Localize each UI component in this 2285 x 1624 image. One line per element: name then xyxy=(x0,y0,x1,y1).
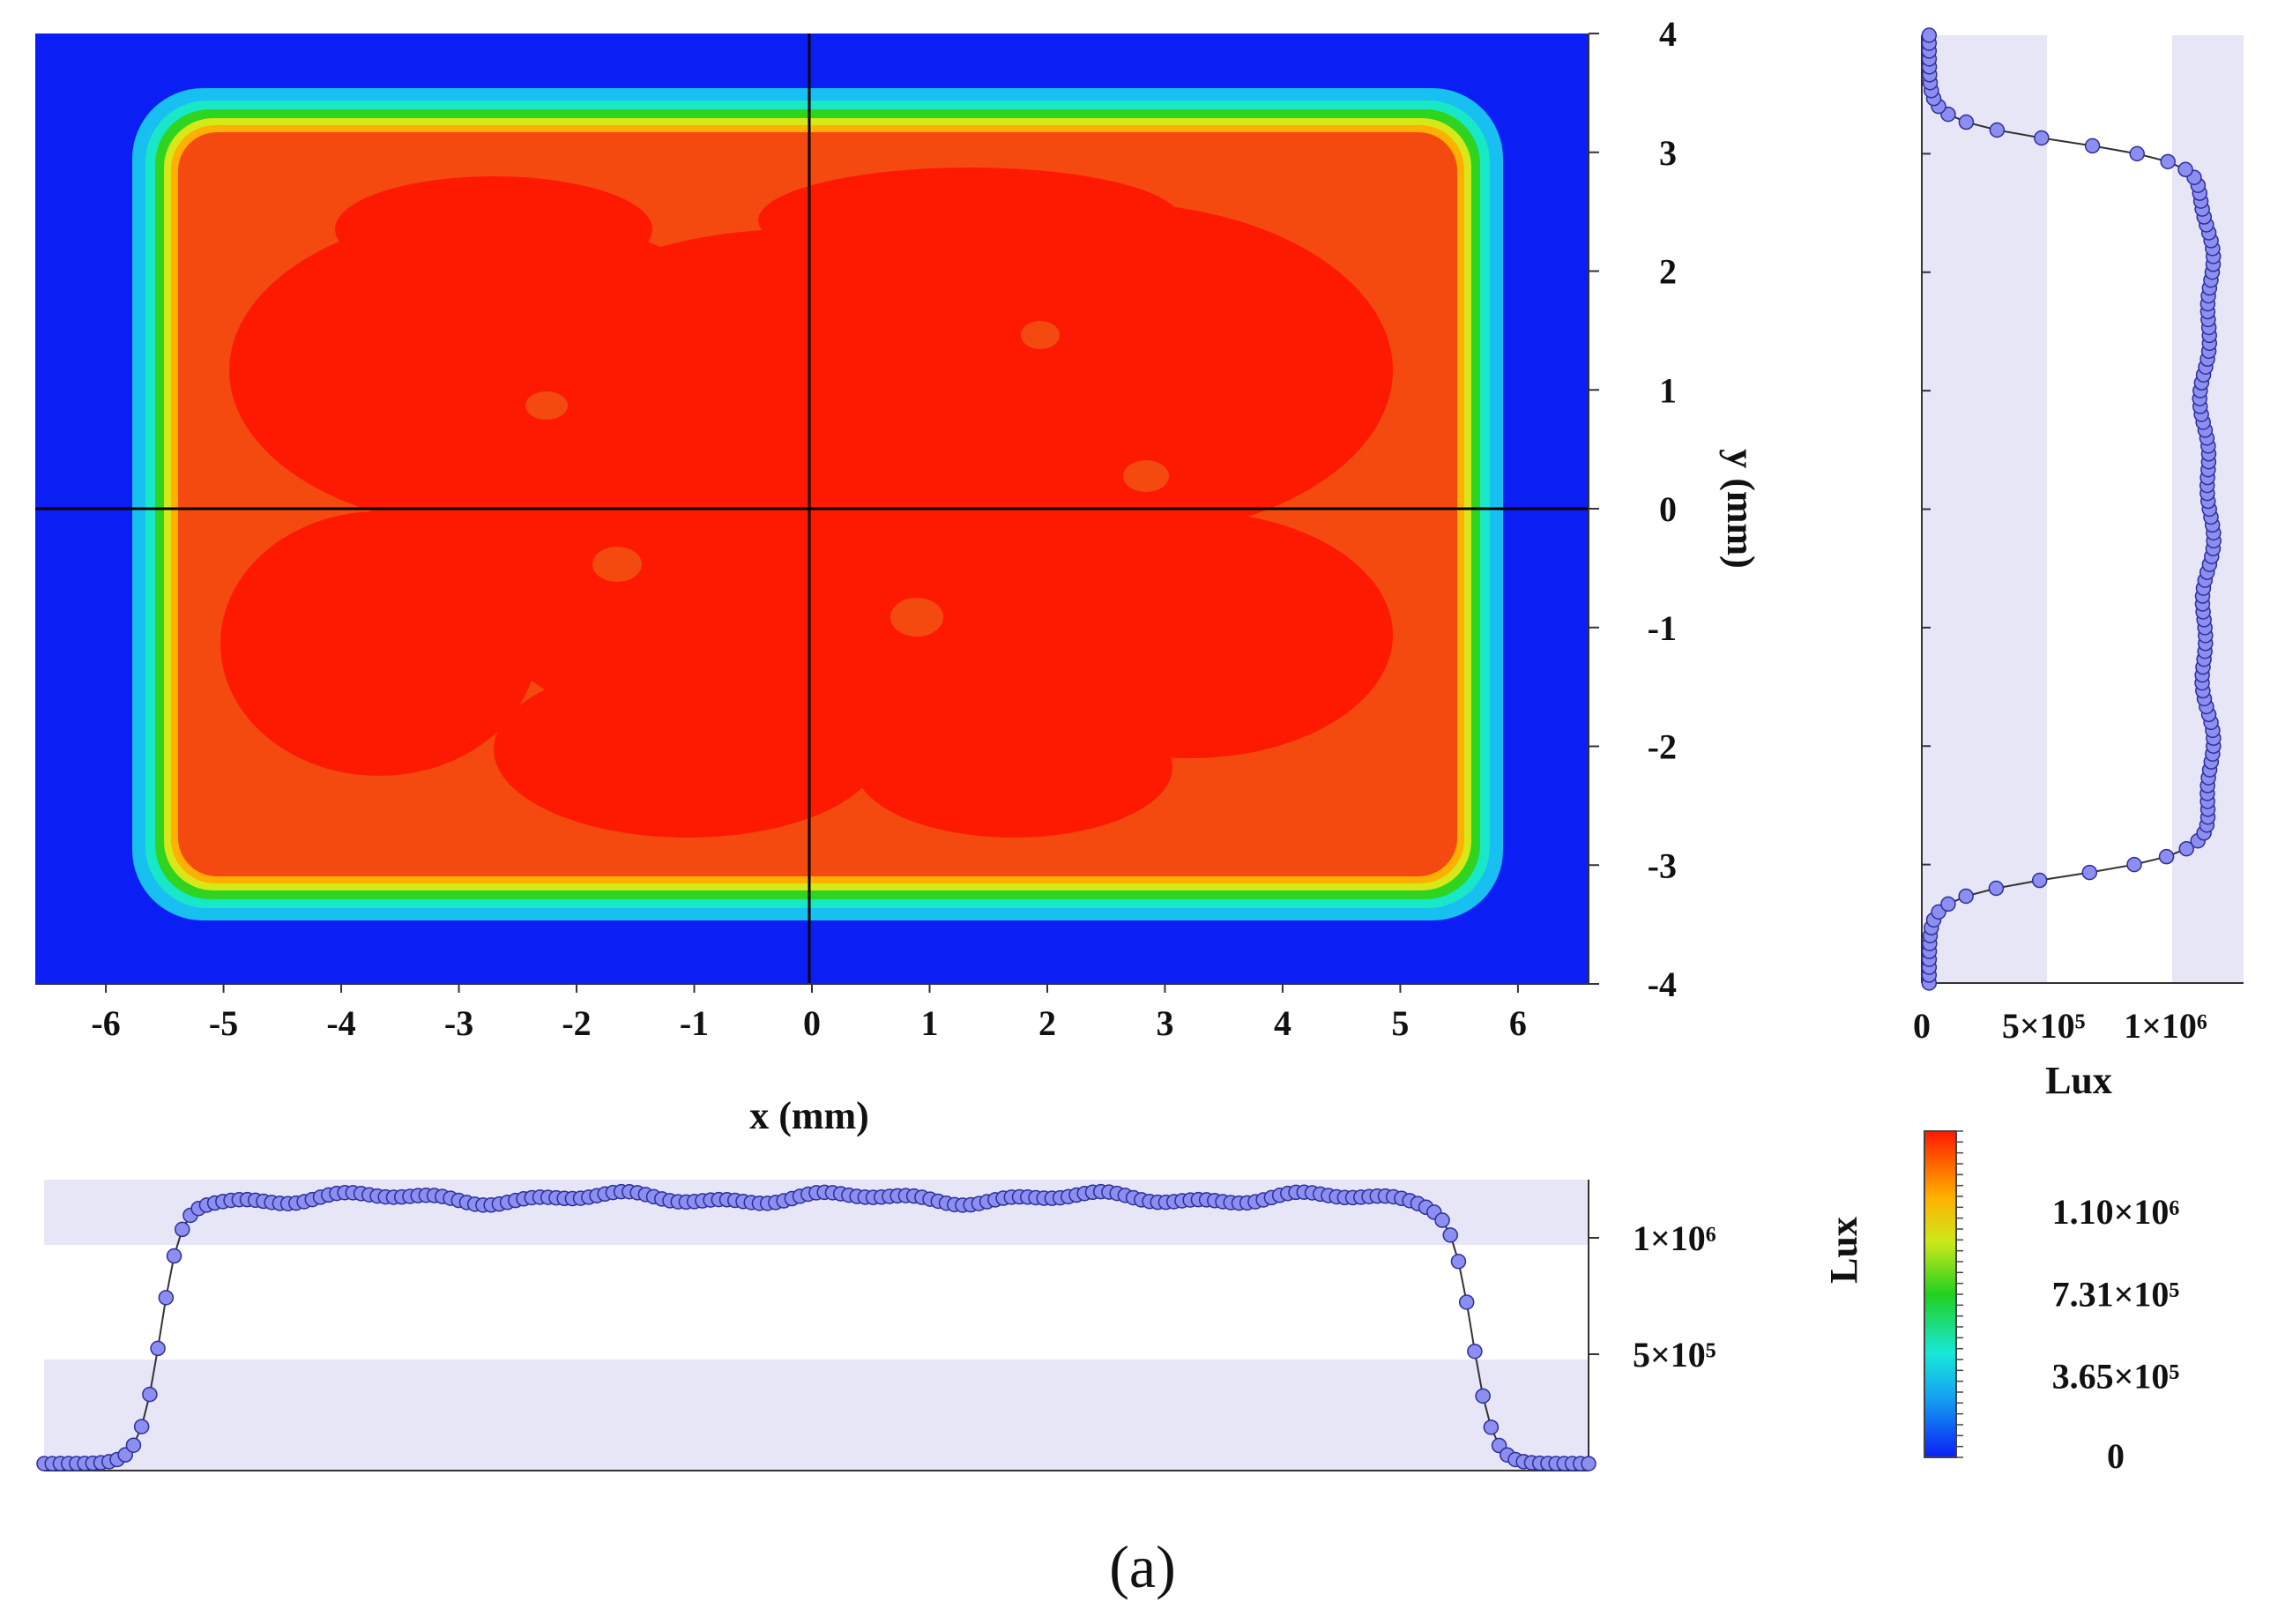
x-profile-point xyxy=(1450,1254,1467,1270)
heatmap-x-tick-label: 6 xyxy=(1509,1003,1527,1043)
colorbar: 1.10×10⁶ 7.31×10⁵ 3.65×10⁵ 0 Lux xyxy=(1822,1130,2180,1476)
colorbar-ticks: 1.10×10⁶ 7.31×10⁵ 3.65×10⁵ 0 xyxy=(1956,1130,2180,1476)
heatmap-y-tick-label: 1 xyxy=(1659,370,1677,410)
y-profile-point xyxy=(1988,880,2005,897)
heatmap-y-tick-label: 4 xyxy=(1659,14,1677,54)
heatmap-x-ticks: -6 -5 -4 -3 -2 -1 0 1 2 3 4 5 6 xyxy=(91,984,1527,1043)
heatmap-x-tick-label: -3 xyxy=(444,1003,473,1043)
figure-caption: (a) xyxy=(1109,1533,1175,1600)
y-profile-point xyxy=(2177,161,2193,178)
x-profile-plot: 1×10⁶ 5×10⁵ xyxy=(36,1180,1716,1471)
heatmap-x-tick-label: 0 xyxy=(803,1003,821,1043)
x-profile-point xyxy=(150,1340,166,1357)
colorbar-label: Lux xyxy=(1822,1217,1865,1284)
x-profile-point xyxy=(1475,1388,1491,1404)
y-profile-point xyxy=(1958,888,1974,905)
x-profile-white-band xyxy=(44,1245,1589,1360)
heatmap-y-tick-label: 0 xyxy=(1659,489,1677,529)
y-profile-point xyxy=(2084,138,2101,154)
colorbar-tick-label: 0 xyxy=(2107,1436,2125,1476)
y-profile-point xyxy=(2158,848,2175,865)
x-profile-point xyxy=(1467,1343,1483,1360)
y-profile-x-tick-label: 1×10⁶ xyxy=(2124,1006,2207,1046)
heatmap-y-tick-label: 2 xyxy=(1659,252,1677,292)
colorbar-gradient xyxy=(1924,1130,1957,1458)
heatmap-x-tick-label: -4 xyxy=(326,1003,355,1043)
y-profile-plot: 0 5×10⁵ 1×10⁶ Lux xyxy=(1913,27,2244,1102)
heatmap-y-ticks: 4 3 2 1 0 -1 -2 -3 -4 xyxy=(1589,14,1677,1004)
y-profile-ticks: 0 5×10⁵ 1×10⁶ xyxy=(1913,34,2207,1046)
colorbar-tick-label: 1.10×10⁶ xyxy=(2052,1192,2180,1232)
heatmap-plateau-blobs xyxy=(220,168,1393,838)
y-profile-white-band xyxy=(2047,35,2172,983)
x-profile-point xyxy=(175,1221,190,1238)
heatmap-y-tick-label: -4 xyxy=(1648,965,1677,1004)
heatmap-plot: -6 -5 -4 -3 -2 -1 0 1 2 3 4 5 6 4 3 2 1 0 -1 -2 -3 -4 x (mm)… xyxy=(35,14,1762,1137)
x-profile-point xyxy=(166,1248,182,1264)
x-profile-point xyxy=(1434,1212,1450,1228)
heatmap-x-tick-label: -6 xyxy=(91,1003,120,1043)
heatmap-x-tick-label: -2 xyxy=(562,1003,591,1043)
heatmap-y-tick-label: -1 xyxy=(1648,608,1677,648)
x-profile-point xyxy=(1581,1456,1597,1471)
x-profile-point xyxy=(158,1290,175,1306)
colorbar-tick-label: 3.65×10⁵ xyxy=(2052,1357,2180,1397)
x-profile-point xyxy=(1483,1419,1500,1435)
y-profile-x-tick-label: 0 xyxy=(1913,1006,1931,1046)
y-profile-point xyxy=(2178,840,2195,857)
x-profile-point xyxy=(1442,1227,1458,1243)
y-profile-series xyxy=(1921,27,2222,991)
heatmap-x-axis-label: x (mm) xyxy=(749,1094,869,1137)
heatmap-x-tick-label: 1 xyxy=(920,1003,938,1043)
heatmap-x-tick-label: 3 xyxy=(1156,1003,1173,1043)
x-profile-point xyxy=(133,1419,150,1434)
x-profile-point xyxy=(1458,1294,1475,1310)
y-profile-point xyxy=(1958,114,1975,130)
x-profile-y-tick-label: 1×10⁶ xyxy=(1633,1218,1716,1258)
x-profile-point xyxy=(125,1437,142,1453)
heatmap-x-tick-label: -5 xyxy=(209,1003,238,1043)
colorbar-tick-label: 7.31×10⁵ xyxy=(2052,1275,2180,1315)
heatmap-x-tick-label: -1 xyxy=(680,1003,709,1043)
y-profile-point xyxy=(1921,27,1938,43)
x-profile-y-tick-label: 5×10⁵ xyxy=(1633,1335,1716,1374)
heatmap-y-axis-label: y (mm) xyxy=(1719,449,1762,569)
heatmap-y-tick-label: -2 xyxy=(1648,727,1677,767)
y-profile-point xyxy=(2031,872,2048,889)
heatmap-y-tick-label: -3 xyxy=(1648,846,1677,885)
y-profile-point xyxy=(2081,864,2098,881)
y-profile-point xyxy=(2034,130,2050,146)
y-profile-point xyxy=(2129,145,2145,162)
heatmap-x-tick-label: 5 xyxy=(1391,1003,1409,1043)
y-profile-point xyxy=(2160,153,2176,170)
x-profile-ticks: 1×10⁶ 5×10⁵ xyxy=(1589,1218,1716,1374)
y-profile-point xyxy=(1989,122,2006,138)
heatmap-x-tick-label: 4 xyxy=(1274,1003,1291,1043)
heatmap-y-tick-label: 3 xyxy=(1659,133,1677,173)
y-profile-x-tick-label: 5×10⁵ xyxy=(2002,1006,2086,1046)
heatmap-x-tick-label: 2 xyxy=(1038,1003,1056,1043)
x-profile-point xyxy=(142,1386,158,1403)
x-profile-series xyxy=(36,1183,1597,1471)
y-profile-x-axis-label: Lux xyxy=(2045,1059,2112,1102)
y-profile-point xyxy=(2126,856,2142,873)
y-profile-point xyxy=(1940,896,1956,913)
